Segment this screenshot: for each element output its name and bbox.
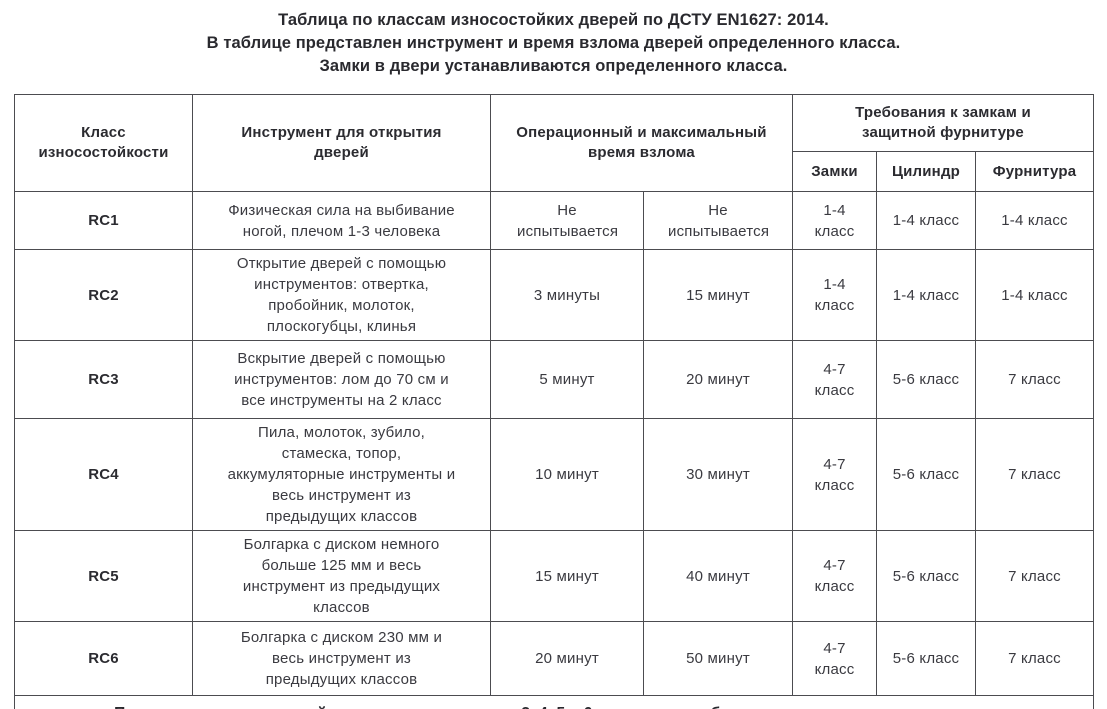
col-header-class: Класс износостойкости bbox=[14, 94, 193, 192]
table-row-rc5: RC5 Болгарка с диском немного больше 125… bbox=[14, 530, 1095, 622]
max-time-cell-rc3: 20 минут bbox=[643, 340, 793, 419]
col-header-requirements: Требования к замкам и защитной фурнитуре bbox=[791, 94, 1095, 152]
class-label-rc1: RC1 bbox=[14, 191, 193, 250]
class-label-rc4: RC4 bbox=[14, 418, 193, 531]
locks-text-rc5: 4-7 класс bbox=[814, 557, 855, 595]
class-label-rc2: RC2 bbox=[14, 249, 193, 341]
op-time-cell-rc3: 5 минут bbox=[490, 340, 644, 419]
table-row-rc6: RC6 Болгарка с диском 230 мм и весь инст… bbox=[14, 621, 1095, 696]
cylinder-cell-rc4: 5-6 класс bbox=[876, 418, 976, 531]
op-time-text-rc2: 3 минуты bbox=[533, 286, 601, 304]
table-row-rc4: RC4 Пила, молоток, зубило, стамеска, топ… bbox=[14, 418, 1095, 531]
table-row-rc3: RC3 Вскрытие дверей с помощью инструмент… bbox=[14, 340, 1095, 419]
cylinder-cell-rc2: 1-4 класс bbox=[876, 249, 976, 341]
col-header-locks: Замки bbox=[792, 151, 877, 192]
locks-cell-rc4: 4-7 класс bbox=[792, 418, 877, 531]
max-time-cell-rc2: 15 минут bbox=[643, 249, 793, 341]
op-time-text-rc4: 10 минут bbox=[535, 466, 599, 483]
op-time-cell-rc5: 15 минут bbox=[490, 530, 644, 622]
class-label-rc5: RC5 bbox=[14, 530, 193, 622]
resistance-class-table: Класс износостойкости Инструмент для отк… bbox=[13, 94, 1095, 709]
locks-text-rc4: 4-7 класс bbox=[814, 455, 855, 494]
table-row-rc2: RC2 Открытие дверей с помощью инструмент… bbox=[14, 249, 1095, 341]
max-time-text-rc5: 40 минут bbox=[686, 567, 750, 585]
max-time-cell-rc4: 30 минут bbox=[643, 418, 793, 531]
table-footer-row: По результатам испытаний, ни одни наши д… bbox=[13, 695, 1095, 709]
hardware-cell-rc3: 7 класс bbox=[974, 340, 1095, 419]
locks-cell-rc5: 4-7 класс bbox=[792, 530, 877, 622]
col-header-tool-label: Инструмент для открытия дверей bbox=[241, 124, 442, 161]
tool-text-rc1: Физическая сила на выбивание ногой, плеч… bbox=[228, 201, 455, 240]
tool-cell-rc4: Пила, молоток, зубило, стамеска, топор, … bbox=[192, 418, 491, 531]
tool-text-rc3: Вскрытие дверей с помощью инструментов: … bbox=[234, 350, 449, 409]
max-time-text-rc6: 50 минут bbox=[686, 650, 750, 667]
max-time-text-rc3: 20 минут bbox=[686, 371, 750, 388]
op-time-cell-rc2: 3 минуты bbox=[490, 249, 644, 341]
footer-note: По результатам испытаний, ни одни наши д… bbox=[13, 695, 1095, 709]
op-time-text-rc5: 15 минут bbox=[535, 567, 599, 585]
col-header-tool: Инструмент для открытия дверей bbox=[192, 94, 491, 192]
locks-cell-rc2: 1-4 класс bbox=[792, 249, 877, 341]
hardware-cell-rc5: 7 класс bbox=[974, 530, 1095, 622]
locks-cell-rc3: 4-7 класс bbox=[792, 340, 877, 419]
locks-text-rc2: 1-4 класс bbox=[814, 276, 855, 314]
hardware-cell-rc1: 1-4 класс bbox=[974, 191, 1095, 250]
class-label-rc6: RC6 bbox=[14, 621, 193, 696]
locks-text-rc3: 4-7 класс bbox=[814, 360, 855, 399]
table-row-rc1: RC1 Физическая сила на выбивание ногой, … bbox=[14, 191, 1095, 250]
cylinder-cell-rc3: 5-6 класс bbox=[876, 340, 976, 419]
cylinder-cell-rc1: 1-4 класс bbox=[876, 191, 976, 250]
cylinder-cell-rc6: 5-6 класс bbox=[876, 621, 976, 696]
col-header-time-label: Операционный и максимальный время взлома bbox=[516, 124, 767, 161]
title-line-1: Таблица по классам износостойких дверей … bbox=[278, 11, 829, 29]
op-time-text-rc3: 5 минут bbox=[539, 371, 595, 388]
title-line-3: Замки в двери устанавливаются определенн… bbox=[319, 57, 788, 75]
op-time-cell-rc1: Не испытывается bbox=[490, 191, 644, 250]
max-time-text-rc2: 15 минут bbox=[686, 286, 750, 304]
tool-text-rc4: Пила, молоток, зубило, стамеска, топор, … bbox=[227, 424, 456, 525]
tool-cell-rc5: Болгарка с диском немного больше 125 мм … bbox=[192, 530, 491, 622]
col-header-cylinder: Цилиндр bbox=[876, 151, 976, 192]
col-header-hardware: Фурнитура bbox=[974, 151, 1095, 192]
max-time-cell-rc1: Не испытывается bbox=[643, 191, 793, 250]
max-time-text-rc1: Не испытывается bbox=[668, 201, 770, 240]
tool-text-rc6: Болгарка с диском 230 мм и весь инструме… bbox=[240, 629, 443, 688]
max-time-cell-rc5: 40 минут bbox=[643, 530, 793, 622]
max-time-text-rc4: 30 минут bbox=[686, 466, 750, 483]
locks-text-rc1: 1-4 класс bbox=[814, 201, 855, 240]
hardware-cell-rc6: 7 класс bbox=[974, 621, 1095, 696]
title-line-2: В таблице представлен инструмент и время… bbox=[206, 34, 901, 52]
op-time-text-rc1: Не испытывается bbox=[517, 201, 619, 240]
page-title: Таблица по классам износостойких дверей … bbox=[0, 0, 1107, 78]
op-time-text-rc6: 20 минут bbox=[535, 650, 599, 667]
op-time-cell-rc4: 10 минут bbox=[490, 418, 644, 531]
tool-cell-rc3: Вскрытие дверей с помощью инструментов: … bbox=[192, 340, 491, 419]
tool-cell-rc2: Открытие дверей с помощью инструментов: … bbox=[192, 249, 491, 341]
locks-cell-rc1: 1-4 класс bbox=[792, 191, 877, 250]
locks-text-rc6: 4-7 класс bbox=[814, 639, 855, 678]
tool-text-rc5: Болгарка с диском немного больше 125 мм … bbox=[242, 536, 441, 616]
tool-cell-rc1: Физическая сила на выбивание ногой, плеч… bbox=[192, 191, 491, 250]
tool-text-rc2: Открытие дверей с помощью инструментов: … bbox=[236, 255, 447, 335]
cylinder-cell-rc5: 5-6 класс bbox=[876, 530, 976, 622]
tool-cell-rc6: Болгарка с диском 230 мм и весь инструме… bbox=[192, 621, 491, 696]
hardware-cell-rc2: 1-4 класс bbox=[974, 249, 1095, 341]
op-time-cell-rc6: 20 минут bbox=[490, 621, 644, 696]
col-header-time: Операционный и максимальный время взлома bbox=[490, 94, 793, 192]
max-time-cell-rc6: 50 минут bbox=[643, 621, 793, 696]
col-header-class-label: Класс износостойкости bbox=[38, 124, 169, 161]
col-header-requirements-label: Требования к замкам и защитной фурнитуре bbox=[855, 104, 1031, 141]
hardware-cell-rc4: 7 класс bbox=[974, 418, 1095, 531]
class-label-rc3: RC3 bbox=[14, 340, 193, 419]
locks-cell-rc6: 4-7 класс bbox=[792, 621, 877, 696]
